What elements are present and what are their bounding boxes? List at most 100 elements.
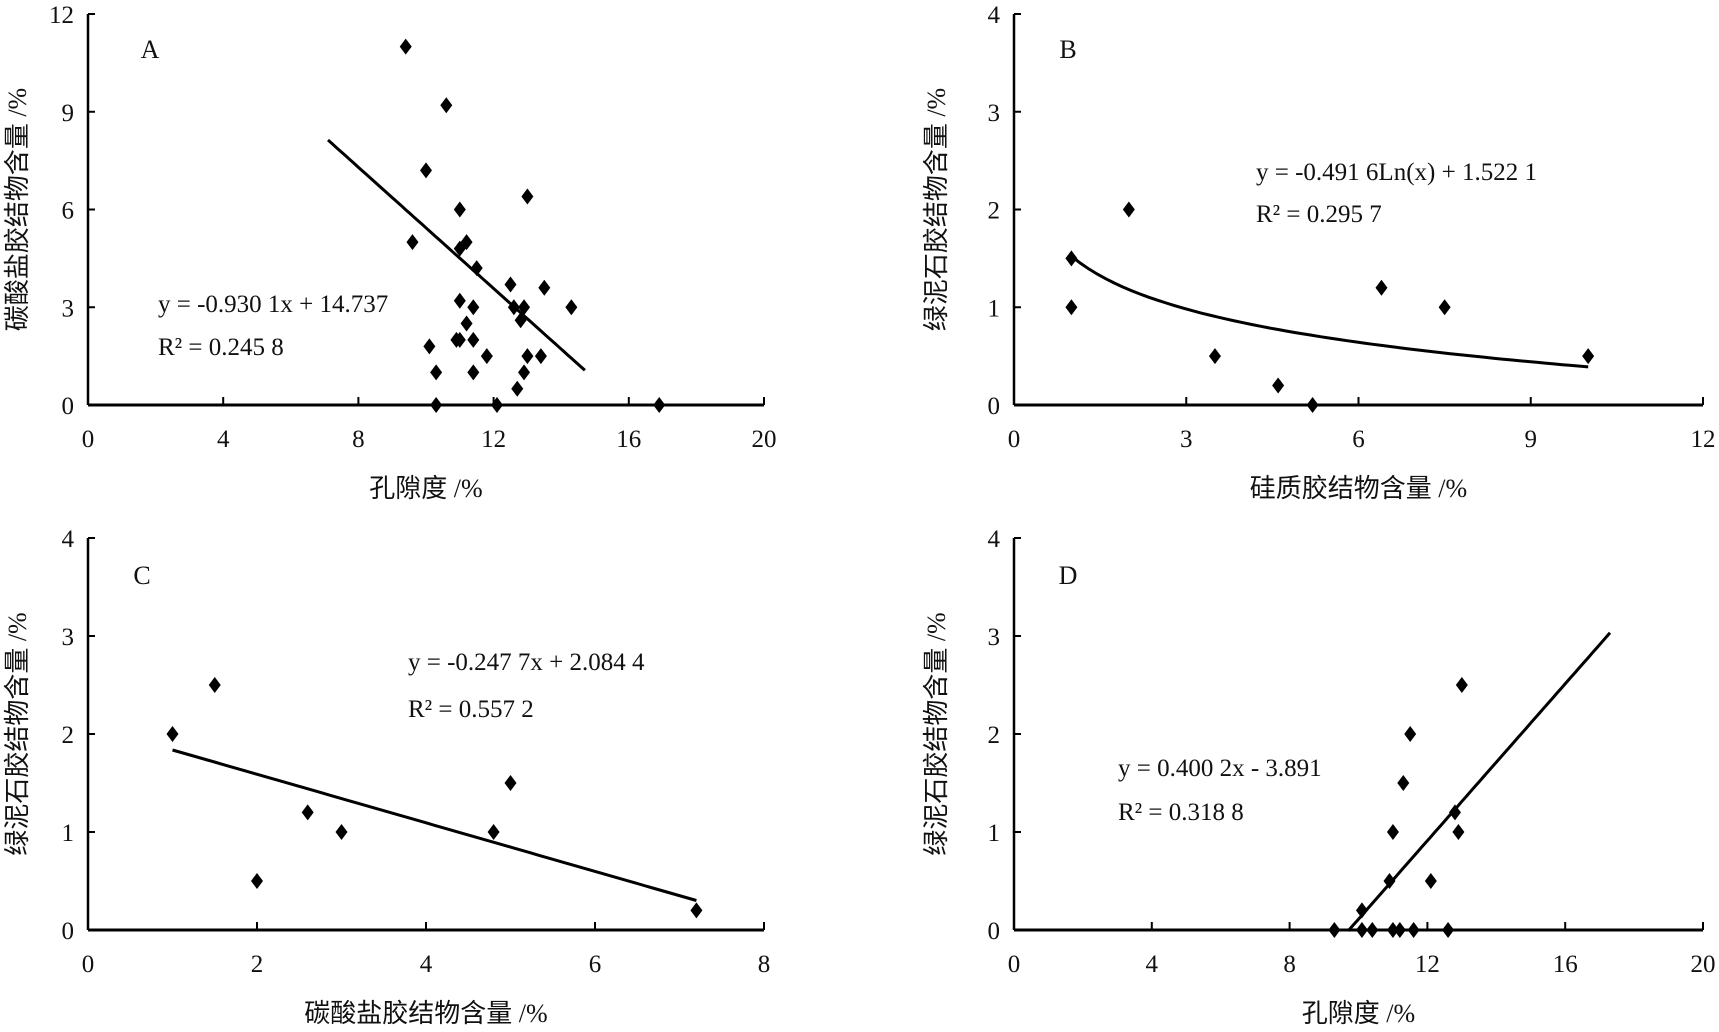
data-point — [467, 331, 480, 348]
x-tick-label: 16 — [1553, 951, 1578, 978]
data-point — [538, 279, 551, 296]
data-point — [470, 260, 483, 277]
data-point — [1393, 922, 1406, 938]
x-axis-title: 硅质胶结物含量 /% — [1250, 474, 1467, 503]
data-point — [534, 348, 547, 365]
x-tick-label: 16 — [616, 426, 641, 453]
y-tick-label: 3 — [988, 624, 1001, 651]
data-point — [1122, 201, 1135, 218]
x-tick-label: 20 — [1691, 951, 1716, 978]
x-tick-label: 2 — [251, 951, 264, 978]
data-point — [1448, 804, 1461, 821]
data-point — [335, 824, 348, 840]
data-point — [1386, 824, 1399, 840]
data-point — [399, 38, 412, 55]
data-point — [521, 188, 534, 205]
data-point — [1424, 873, 1437, 889]
y-tick-label: 3 — [62, 295, 75, 322]
data-point — [518, 364, 531, 381]
x-tick-label: 3 — [1180, 426, 1193, 453]
data-point — [480, 348, 493, 365]
trendline — [327, 138, 586, 372]
y-axis-title: 绿泥石胶结物含量 /% — [922, 612, 951, 855]
data-point — [1397, 775, 1410, 791]
x-axis-title: 碳酸盐胶结物含量 /% — [304, 999, 547, 1028]
trendline — [1070, 255, 1589, 369]
r-squared: R² = 0.318 8 — [1118, 799, 1244, 826]
data-point — [514, 312, 527, 329]
data-point — [453, 292, 466, 309]
data-point — [521, 348, 534, 365]
y-tick-label: 1 — [988, 295, 1001, 322]
y-tick-label: 1 — [988, 820, 1001, 847]
data-point — [653, 397, 666, 413]
x-axis-title: 孔隙度 /% — [1302, 999, 1415, 1028]
data-point — [423, 338, 436, 355]
data-point — [453, 331, 466, 348]
data-point — [1355, 922, 1368, 938]
data-point — [1386, 922, 1399, 938]
y-tick-label: 4 — [62, 526, 75, 553]
data-point — [1328, 922, 1341, 938]
panel-label: B — [1059, 35, 1076, 64]
x-tick-label: 12 — [1415, 951, 1440, 978]
x-tick-label: 12 — [1691, 426, 1716, 453]
y-tick-label: 4 — [988, 526, 1001, 553]
panel-label: C — [133, 561, 150, 590]
data-point — [430, 364, 443, 381]
x-tick-label: 12 — [481, 426, 506, 453]
x-tick-label: 0 — [1008, 951, 1021, 978]
data-point — [504, 276, 517, 293]
data-point — [166, 726, 179, 742]
y-tick-label: 6 — [62, 198, 75, 225]
x-tick-label: 8 — [1283, 951, 1296, 978]
data-point — [1452, 824, 1465, 840]
data-point — [1272, 377, 1285, 394]
y-tick-label: 2 — [62, 722, 75, 749]
data-point — [1065, 250, 1078, 267]
data-point — [1355, 902, 1368, 919]
data-point — [504, 775, 517, 791]
data-point — [1383, 873, 1396, 889]
y-tick-label: 12 — [49, 2, 74, 29]
x-tick-label: 4 — [420, 951, 433, 978]
x-axis-title: 孔隙度 /% — [369, 474, 482, 503]
data-point — [490, 397, 503, 413]
data-point — [565, 299, 578, 316]
data-point — [690, 902, 703, 919]
data-point — [251, 873, 263, 889]
y-tick-label: 3 — [988, 100, 1001, 127]
x-tick-label: 8 — [758, 951, 771, 978]
regression-equation: y = 0.400 2x - 3.891 — [1118, 755, 1322, 782]
data-point — [1404, 726, 1417, 742]
regression-equation: y = -0.491 6Ln(x) + 1.522 1 — [1256, 159, 1537, 186]
x-tick-label: 9 — [1525, 426, 1538, 453]
y-tick-label: 2 — [988, 198, 1001, 225]
data-point — [406, 234, 419, 251]
data-point — [420, 162, 432, 179]
x-tick-label: 0 — [1008, 426, 1021, 453]
panel-C: 0 2 4 6 8 0 1 2 3 4 碳酸盐胶结物含量 /% 绿泥石胶结物含量 /% Cy = -0.… — [3, 526, 770, 1028]
data-point — [453, 201, 466, 218]
x-tick-label: 6 — [589, 951, 602, 978]
data-point — [301, 804, 314, 821]
data-point — [1582, 348, 1595, 365]
data-point — [1208, 348, 1221, 365]
data-point — [460, 315, 473, 332]
data-point — [1366, 922, 1379, 938]
x-tick-label: 0 — [82, 426, 95, 453]
data-point — [460, 234, 473, 251]
y-axis-title: 绿泥石胶结物含量 /% — [922, 88, 951, 331]
data-point — [430, 397, 443, 413]
panel-label: A — [141, 35, 160, 64]
y-tick-label: 0 — [988, 918, 1001, 945]
x-tick-label: 8 — [352, 426, 365, 453]
data-point — [1455, 677, 1468, 693]
data-point — [1438, 299, 1451, 316]
data-point — [487, 824, 500, 840]
y-axis-title: 绿泥石胶结物含量 /% — [3, 612, 32, 855]
x-tick-label: 0 — [82, 951, 95, 978]
